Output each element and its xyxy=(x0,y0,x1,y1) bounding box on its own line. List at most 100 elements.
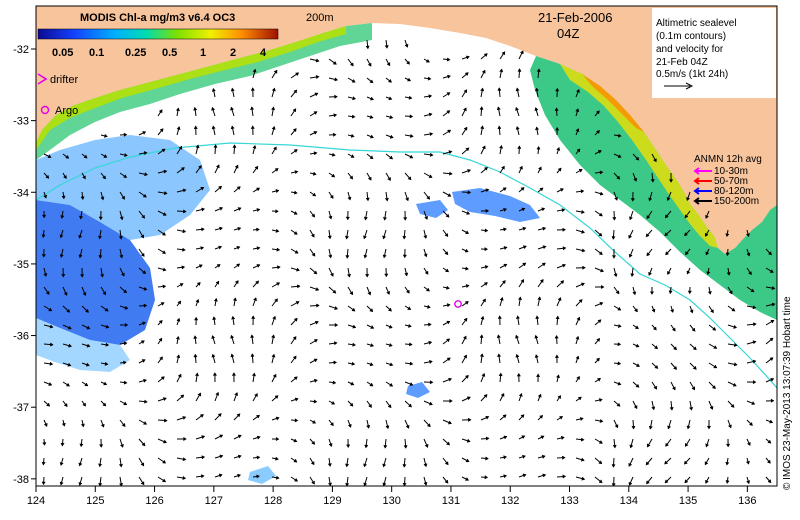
velocity-arrow-head xyxy=(769,337,774,342)
velocity-arrow-head xyxy=(41,254,46,258)
velocity-arrow-head xyxy=(314,378,318,383)
velocity-arrow-head xyxy=(748,271,752,276)
velocity-arrow-head xyxy=(237,434,242,439)
anmn-label: 80-120m xyxy=(714,186,753,197)
velocity-arrow-head xyxy=(141,215,145,219)
velocity-arrow-head xyxy=(669,407,674,411)
velocity-arrow-head xyxy=(535,315,540,320)
velocity-arrow-head xyxy=(256,455,261,460)
velocity-arrow-head xyxy=(648,197,652,202)
velocity-arrow-head xyxy=(633,177,638,182)
velocity-arrow-head xyxy=(520,414,525,418)
velocity-arrow-head xyxy=(330,273,334,277)
velocity-arrow-head xyxy=(142,321,146,326)
velocity-arrow-head xyxy=(598,460,603,465)
velocity-arrow-head xyxy=(219,226,223,231)
colorbar-gradient xyxy=(37,28,279,40)
velocity-arrow-head xyxy=(560,436,565,440)
velocity-arrow-head xyxy=(770,398,775,403)
velocity-arrow-head xyxy=(121,272,125,277)
velocity-arrow-head xyxy=(178,373,182,378)
velocity-arrow-head xyxy=(271,334,276,339)
velocity-arrow-head xyxy=(98,463,102,468)
velocity-arrow-head xyxy=(382,463,386,468)
velocity-arrow-head xyxy=(562,246,567,251)
velocity-arrow-head xyxy=(388,343,393,347)
velocity-arrow-head xyxy=(731,307,736,312)
velocity-arrow-head xyxy=(463,335,467,340)
velocity-arrow-head xyxy=(406,61,410,65)
velocity-arrow-head xyxy=(333,360,337,365)
velocity-arrow-head xyxy=(496,106,501,111)
velocity-arrow-head xyxy=(767,479,772,484)
velocity-arrow-head xyxy=(182,188,187,193)
velocity-arrow-head xyxy=(407,77,412,82)
velocity-arrow-head xyxy=(201,455,206,460)
velocity-arrow-head xyxy=(62,422,66,427)
velocity-arrow-head xyxy=(427,423,431,428)
velocity-arrow-head xyxy=(256,227,260,232)
velocity-arrow-head xyxy=(501,165,505,170)
velocity-arrow-head xyxy=(670,309,674,313)
velocity-arrow-head xyxy=(250,106,254,111)
velocity-arrow-head xyxy=(496,334,501,339)
velocity-arrow-head xyxy=(370,134,374,139)
velocity-arrow-head xyxy=(536,68,541,72)
velocity-arrow-head xyxy=(123,341,128,346)
velocity-arrow-head xyxy=(561,455,566,460)
velocity-arrow-head xyxy=(123,360,127,365)
velocity-arrow-head xyxy=(480,87,485,92)
velocity-arrow-head xyxy=(47,154,52,159)
velocity-arrow-head xyxy=(182,247,186,252)
velocity-arrow-head xyxy=(98,255,103,259)
velocity-arrow-head xyxy=(712,385,716,390)
anmn-item: 10-30m xyxy=(693,166,748,177)
velocity-arrow-head xyxy=(503,246,508,250)
velocity-arrow-head xyxy=(143,194,147,198)
velocity-arrow-head xyxy=(43,273,48,277)
anmn-label: 50-70m xyxy=(714,176,748,187)
velocity-arrow-head xyxy=(176,126,181,130)
velocity-arrow-head xyxy=(236,263,241,268)
velocity-arrow-head xyxy=(542,226,547,231)
colorbar-tick: 2 xyxy=(230,47,236,59)
velocity-arrow-head xyxy=(485,415,490,420)
altimetry-line: Altimetric sealevel xyxy=(656,18,737,29)
velocity-arrow-head xyxy=(403,445,408,449)
velocity-arrow-head xyxy=(733,343,738,347)
x-tick-label: 128 xyxy=(264,495,282,507)
velocity-arrow-head xyxy=(124,153,128,157)
velocity-arrow-head xyxy=(140,462,145,467)
velocity-arrow-head xyxy=(294,317,298,322)
velocity-arrow-head xyxy=(444,251,449,256)
velocity-arrow-head xyxy=(200,246,205,250)
velocity-arrow-head xyxy=(467,169,472,173)
velocity-arrow-head xyxy=(314,92,319,97)
velocity-arrow-head xyxy=(480,125,485,130)
velocity-arrow-head xyxy=(211,106,215,111)
velocity-arrow-head xyxy=(730,404,735,408)
velocity-arrow-head xyxy=(581,210,585,214)
velocity-arrow-head xyxy=(485,209,490,213)
velocity-arrow-head xyxy=(424,271,429,275)
velocity-arrow-head xyxy=(327,235,332,240)
velocity-arrow-head xyxy=(79,215,83,220)
velocity-arrow-head xyxy=(600,268,604,273)
altimetry-line: (0.1m contours) xyxy=(656,31,726,42)
velocity-arrow-head xyxy=(466,438,471,443)
velocity-arrow-head xyxy=(534,334,539,339)
velocity-arrow-head xyxy=(615,290,620,295)
velocity-arrow-head xyxy=(752,380,757,385)
velocity-arrow-head xyxy=(230,87,235,92)
velocity-arrow-head xyxy=(85,309,89,313)
velocity-arrow-head xyxy=(100,273,104,278)
velocity-arrow-head xyxy=(466,211,471,215)
velocity-arrow-head xyxy=(515,334,519,339)
velocity-arrow-head xyxy=(558,167,562,172)
velocity-arrow-head xyxy=(345,216,350,221)
velocity-arrow-head xyxy=(275,189,280,193)
velocity-arrow-head xyxy=(429,360,433,364)
velocity-arrow-head xyxy=(635,384,640,388)
argo-float-marker[interactable] xyxy=(454,300,462,308)
velocity-arrow-head xyxy=(534,107,539,111)
